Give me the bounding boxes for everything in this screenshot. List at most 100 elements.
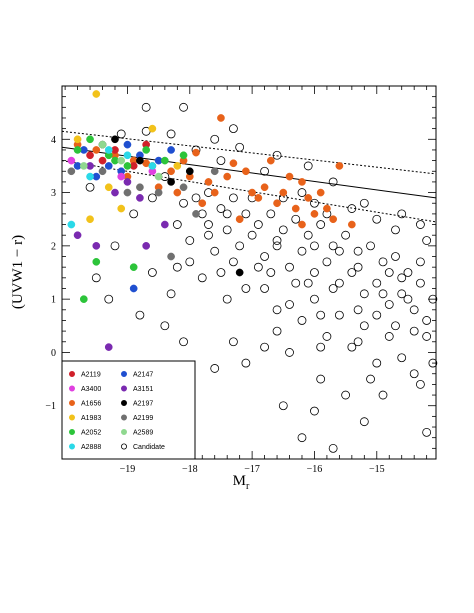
candidate-point xyxy=(409,326,419,336)
candidate-point xyxy=(141,102,151,112)
candidate-point xyxy=(191,193,201,203)
point-a2199 xyxy=(67,167,76,176)
point-a1656 xyxy=(204,178,213,186)
candidate-point xyxy=(278,225,288,235)
candidate-point xyxy=(384,300,394,309)
candidate-point xyxy=(409,369,419,379)
point-a2052 xyxy=(179,151,188,160)
point-a2052 xyxy=(123,162,132,170)
point-a1656 xyxy=(273,199,281,208)
point-a2052 xyxy=(142,146,150,154)
candidate-point xyxy=(372,278,382,288)
point-a1656 xyxy=(316,188,325,197)
legend-marker-a2119 xyxy=(69,370,76,377)
candidate-point xyxy=(391,321,400,331)
point-a1656 xyxy=(167,167,175,176)
candidate-point xyxy=(185,236,195,245)
candidate-point xyxy=(359,417,369,427)
candidate-point xyxy=(310,294,319,304)
x-axis-label: Mr xyxy=(233,473,250,492)
point-a1656 xyxy=(248,188,256,197)
point-a3151 xyxy=(92,242,101,250)
candidate-point xyxy=(428,358,438,368)
point-a1656 xyxy=(192,148,200,157)
candidate-point xyxy=(260,252,269,261)
candidate-point xyxy=(229,193,238,203)
candidate-point xyxy=(278,401,288,411)
legend-marker-a2197 xyxy=(121,399,128,406)
point-a2052 xyxy=(129,263,138,272)
candidate-point xyxy=(247,230,257,240)
candidate-point xyxy=(179,337,188,347)
point-a1656 xyxy=(298,178,306,186)
candidate-point xyxy=(422,332,432,341)
candidate-point xyxy=(341,390,351,400)
candidate-point xyxy=(366,374,375,384)
candidate-point xyxy=(272,241,282,251)
point-a1656 xyxy=(329,215,337,224)
candidate-point xyxy=(104,294,114,304)
candidate-point xyxy=(229,124,238,134)
point-a3151 xyxy=(161,220,169,229)
legend-label-a2888: A2888 xyxy=(81,444,101,451)
candidate-point xyxy=(166,129,176,139)
candidate-point xyxy=(253,262,263,272)
candidate-point xyxy=(391,252,400,261)
candidate-point xyxy=(235,241,245,251)
point-a2197 xyxy=(111,135,119,144)
point-a1656 xyxy=(310,210,319,218)
point-a1983 xyxy=(92,90,101,98)
point-a2119 xyxy=(86,151,94,160)
candidate-point xyxy=(216,268,226,277)
candidate-point xyxy=(347,342,357,352)
point-a1656 xyxy=(285,172,294,181)
x-tick-label: −17 xyxy=(244,464,260,475)
candidate-point xyxy=(260,166,269,176)
candidate-point xyxy=(229,257,238,267)
candidate-point xyxy=(328,443,338,453)
candidate-point xyxy=(266,268,276,277)
candidate-point xyxy=(328,284,338,293)
point-a1656 xyxy=(173,188,182,197)
candidate-point xyxy=(179,198,188,208)
point-a1656 xyxy=(235,215,244,224)
candidate-point xyxy=(422,236,432,245)
legend-marker-a2052 xyxy=(69,428,76,435)
point-a1983 xyxy=(117,204,126,213)
candidate-point xyxy=(172,262,182,272)
candidate-point xyxy=(322,257,332,267)
point-a1656 xyxy=(229,159,238,168)
legend: A2119 A2147 A3400 A3151 A1656 A2197 A1983 A2199… xyxy=(61,360,196,460)
point-a2197 xyxy=(185,167,194,176)
candidate-point xyxy=(147,193,157,203)
candidate-point xyxy=(316,310,326,320)
axes-layer: −19 −18 −17 −16 −15 −1 0 1 2 3 4 xyxy=(45,86,436,475)
y-tick-label: 2 xyxy=(51,241,56,252)
x-tick-label: −16 xyxy=(307,464,323,475)
candidate-point xyxy=(172,220,182,229)
candidate-point xyxy=(409,305,419,315)
candidate-point xyxy=(303,161,313,171)
legend-label-a1983: A1983 xyxy=(81,415,101,422)
candidate-point xyxy=(166,289,176,299)
candidate-point xyxy=(297,316,307,325)
candidate-point xyxy=(328,241,338,251)
point-a2147 xyxy=(129,284,138,293)
point-a3151 xyxy=(111,188,119,197)
legend-marker-a3400 xyxy=(69,385,76,392)
point-a1656 xyxy=(223,172,232,181)
point-a1656 xyxy=(260,183,269,192)
candidate-point xyxy=(397,289,407,299)
point-a2147 xyxy=(104,162,113,170)
candidate-point xyxy=(135,310,145,320)
candidate-point xyxy=(185,257,195,267)
point-a2199 xyxy=(167,252,175,261)
candidate-point xyxy=(222,209,232,219)
legend-marker-a2147 xyxy=(121,370,128,377)
candidate-point xyxy=(204,230,213,240)
candidate-point xyxy=(241,209,251,219)
point-a2589 xyxy=(98,140,107,149)
point-a2199 xyxy=(154,188,163,197)
candidate-point xyxy=(359,198,369,208)
legend-marker-a2589 xyxy=(121,428,128,435)
